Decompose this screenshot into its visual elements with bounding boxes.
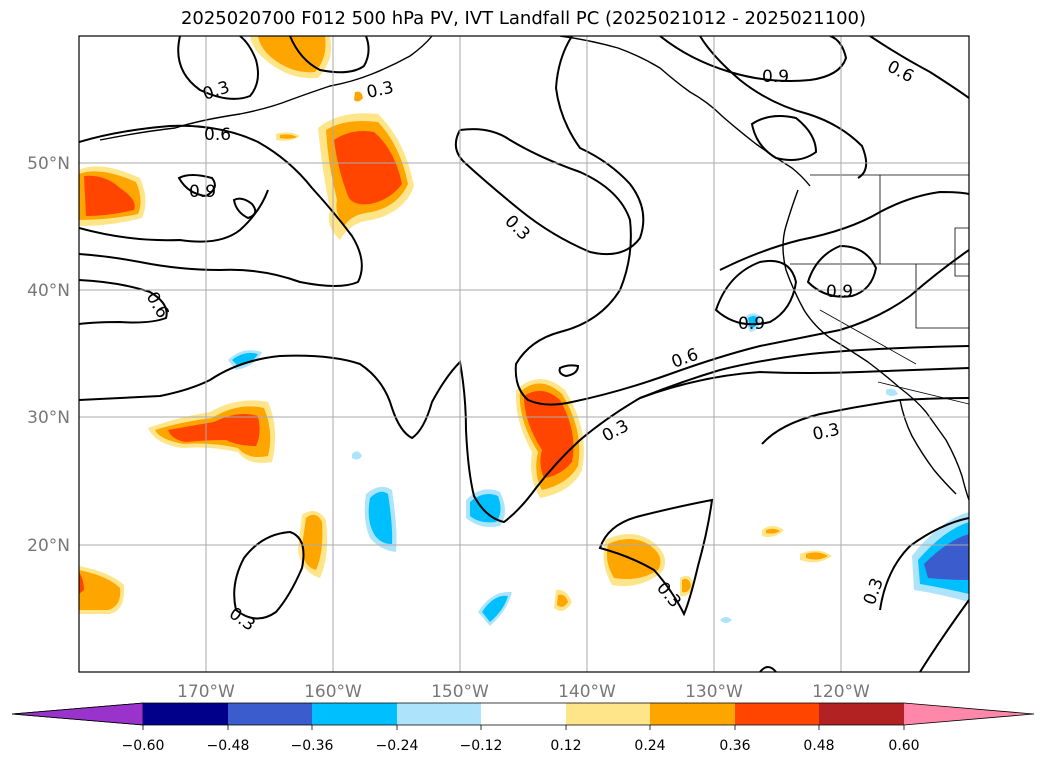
map-title: 2025020700 F012 500 hPa PV, IVT Landfall…: [180, 8, 867, 29]
colorbar-extend-low: [11, 702, 144, 726]
lon-label: 150°W: [431, 682, 489, 702]
contour-label: 0.3: [225, 604, 259, 636]
colorbar-tick-label: −0.48: [207, 738, 250, 754]
lon-label: 170°W: [177, 682, 235, 702]
contour-label: 0.9: [762, 67, 789, 87]
lon-label: 160°W: [304, 682, 362, 702]
contour-label: 0.9: [738, 314, 765, 334]
contour-label: 0.6: [669, 345, 701, 373]
colorbar-tick-label: −0.60: [122, 738, 165, 754]
lon-labels: 170°W 160°W 150°W 140°W 130°W 120°W: [177, 682, 870, 702]
contour-label: 0.3: [200, 77, 232, 104]
lat-label: 50°N: [27, 154, 70, 174]
colorbar-tick-label: −0.36: [291, 738, 334, 754]
colorbar-segment: [312, 703, 397, 725]
gridlines: [79, 36, 969, 672]
lat-label: 20°N: [27, 536, 70, 556]
contour-labels: 0.3 0.3 0.6 0.9 0.6 0.3 0.9 0.6 0.9 0.9 …: [142, 57, 917, 636]
colorbar-segment: [819, 703, 904, 725]
contour-label: 0.6: [204, 125, 231, 145]
contour-label: 0.3: [860, 575, 888, 607]
colorbar: −0.60 −0.48 −0.36 −0.24 −0.12 0.12 0.24 …: [11, 702, 1035, 754]
lon-label: 140°W: [558, 682, 616, 702]
colorbar-extend-high: [904, 703, 1034, 725]
map-frame: [78, 35, 970, 673]
colorbar-segment: [228, 703, 312, 725]
lon-label: 120°W: [812, 682, 870, 702]
colorbar-tick-label: 0.36: [719, 738, 750, 754]
colorbar-tick-label: −0.12: [460, 738, 503, 754]
lat-label: 40°N: [27, 281, 70, 301]
colorbar-segment: [143, 703, 228, 725]
colorbar-tick-label: 0.48: [803, 738, 834, 754]
colorbar-tick-label: 0.12: [550, 738, 581, 754]
contour-label: 0.9: [826, 282, 853, 302]
contour-label: 0.6: [142, 289, 173, 322]
colorbar-tick-label: 0.24: [634, 738, 665, 754]
lat-label: 30°N: [27, 408, 70, 428]
contour-label: 0.9: [189, 182, 216, 202]
pv-shading: [79, 36, 969, 626]
contour-label: 0.3: [811, 420, 842, 445]
colorbar-segment: [397, 703, 481, 725]
colorbar-tick-label: −0.24: [376, 738, 419, 754]
ivt-contours: [79, 36, 969, 672]
colorbar-segment: [735, 703, 819, 725]
borders: [790, 174, 969, 405]
colorbar-segment: [650, 703, 735, 725]
contour-label: 0.3: [365, 78, 396, 103]
colorbar-segment: [481, 703, 566, 725]
lat-labels: 50°N 40°N 30°N 20°N: [27, 154, 70, 556]
colorbar-segment: [566, 703, 650, 725]
lon-label: 130°W: [685, 682, 743, 702]
coastlines: [99, 36, 969, 501]
colorbar-tick-label: 0.60: [888, 738, 919, 754]
